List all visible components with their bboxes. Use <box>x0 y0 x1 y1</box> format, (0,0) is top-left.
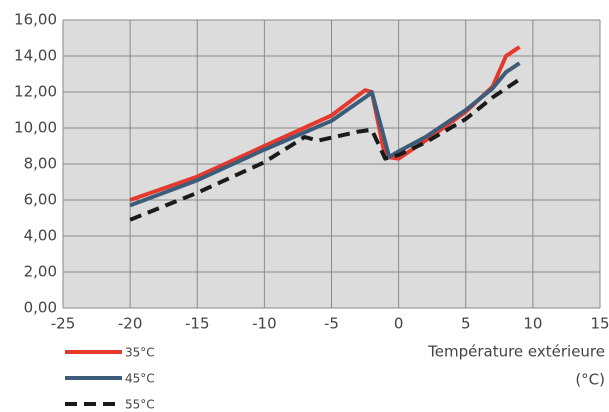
legend-label: 45°C <box>125 372 155 386</box>
x-tick-label: -5 <box>324 315 339 333</box>
x-tick-label: -20 <box>118 315 143 333</box>
x-tick-label: 15 <box>590 315 609 333</box>
y-tick-label: 2,00 <box>24 263 57 281</box>
x-tick-label: 5 <box>461 315 471 333</box>
series-line <box>129 61 521 208</box>
y-tick-label: 8,00 <box>24 155 57 173</box>
x-tick-label: -25 <box>51 315 76 333</box>
x-tick-label: 0 <box>394 315 404 333</box>
x-tick-label: -15 <box>185 315 210 333</box>
legend-label: 55°C <box>125 398 155 412</box>
legend-label: 35°C <box>125 346 155 360</box>
y-tick-label: 0,00 <box>24 299 57 317</box>
x-axis-label: (°C) <box>575 371 605 389</box>
y-tick-label: 10,00 <box>14 119 57 137</box>
x-tick-label: 10 <box>523 315 542 333</box>
y-tick-label: 12,00 <box>14 83 57 101</box>
y-tick-label: 16,00 <box>14 11 57 29</box>
y-tick-label: 14,00 <box>14 47 57 65</box>
series-line <box>129 77 521 222</box>
y-tick-label: 4,00 <box>24 227 57 245</box>
y-tick-label: 6,00 <box>24 191 57 209</box>
x-tick-label: -10 <box>252 315 277 333</box>
x-axis-label: Température extérieure <box>427 343 605 361</box>
